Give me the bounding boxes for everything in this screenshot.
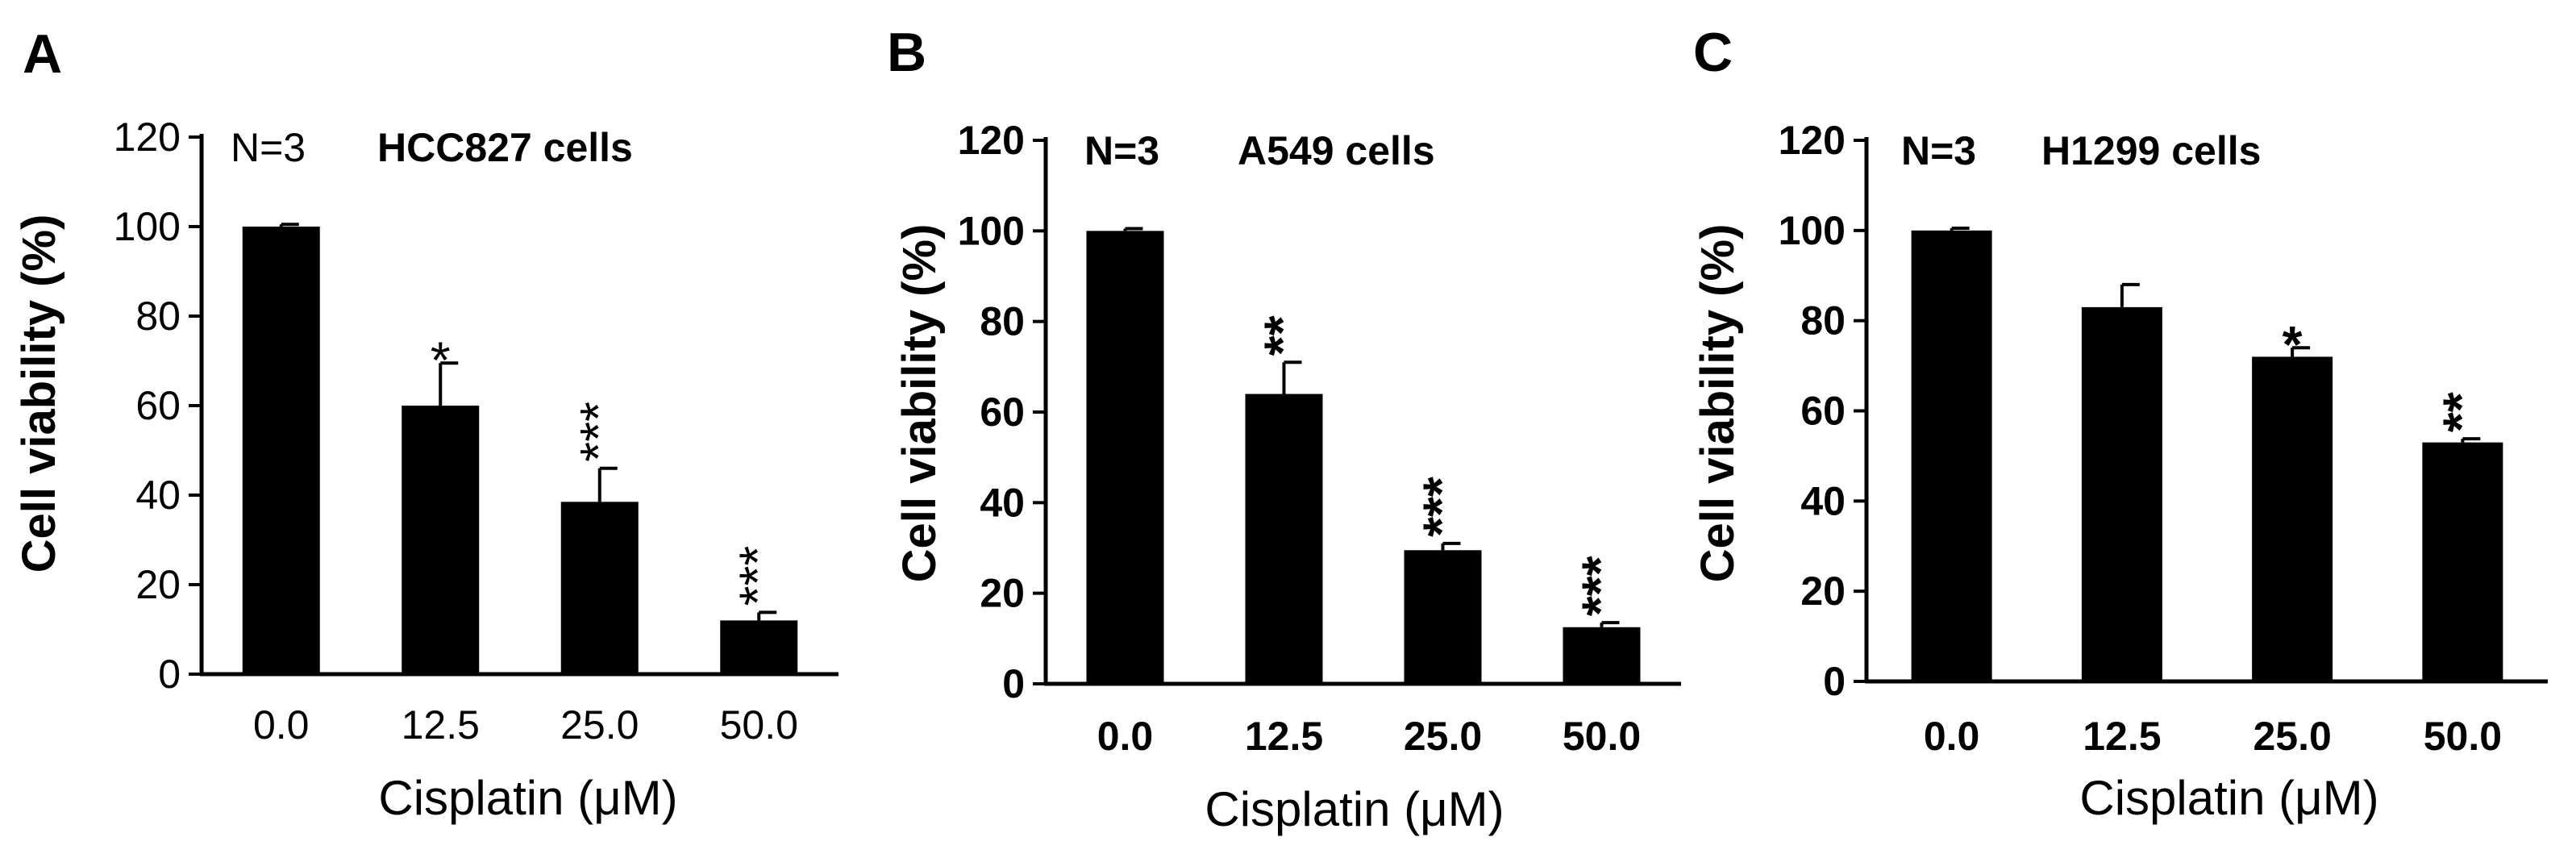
significance-label: * — [2283, 315, 2303, 373]
x-axis-label: Cisplatin (μM) — [1205, 782, 1504, 836]
y-axis-label: Cell viability (%) — [1692, 224, 1744, 583]
x-tick-label: 25.0 — [560, 702, 639, 748]
panel-letter: C — [1693, 22, 1733, 83]
x-tick-label: 12.5 — [402, 702, 480, 748]
bar — [560, 502, 639, 674]
y-tick-label: 120 — [114, 115, 181, 160]
x-tick-label: 12.5 — [1245, 714, 1323, 759]
n-annotation: N=3 — [1901, 128, 1976, 173]
y-tick-label: 100 — [114, 204, 181, 249]
y-tick-label: 60 — [980, 389, 1025, 435]
y-tick-label: 0 — [1823, 659, 1846, 704]
bar — [1911, 230, 1992, 681]
y-tick-label: 60 — [135, 383, 181, 428]
significance-label: *** — [1571, 556, 1629, 616]
y-tick-label: 40 — [1800, 478, 1846, 523]
y-tick-label: 80 — [135, 294, 181, 339]
y-tick-label: 60 — [1800, 389, 1846, 434]
y-tick-label: 20 — [135, 562, 181, 607]
y-tick-label: 40 — [980, 480, 1025, 525]
bar — [1404, 550, 1482, 684]
panel-letter: A — [23, 23, 62, 85]
y-tick-label: 0 — [1002, 661, 1025, 706]
panel-letter: B — [887, 22, 926, 83]
x-tick-label: 0.0 — [253, 702, 310, 748]
y-tick-label: 20 — [1800, 569, 1846, 614]
x-tick-label: 50.0 — [720, 702, 798, 748]
y-tick-label: 0 — [158, 652, 181, 697]
bar — [242, 227, 320, 674]
x-tick-label: 50.0 — [1563, 714, 1641, 759]
y-axis-label: Cell viability (%) — [893, 224, 946, 583]
x-tick-label: 0.0 — [1924, 714, 1980, 759]
bar — [1086, 231, 1164, 684]
n-annotation: N=3 — [231, 125, 306, 170]
bar — [2422, 442, 2503, 681]
y-tick-label: 80 — [1800, 298, 1846, 344]
significance-label: ** — [1254, 315, 1312, 356]
chart-title: H1299 cells — [2041, 128, 2261, 173]
x-tick-label: 25.0 — [1404, 714, 1482, 759]
y-tick-label: 40 — [135, 473, 181, 518]
x-tick-label: 50.0 — [2424, 714, 2502, 759]
chart-title: A549 cells — [1238, 128, 1435, 173]
significance-label: *** — [569, 402, 627, 462]
significance-label: ** — [2432, 392, 2490, 432]
bar — [2081, 306, 2162, 681]
significance-label: *** — [1413, 477, 1471, 537]
bar — [402, 406, 480, 674]
bar — [720, 620, 798, 674]
x-axis-label: Cisplatin (μM) — [2079, 771, 2378, 825]
y-tick-label: 100 — [1779, 208, 1846, 253]
x-axis-label: Cisplatin (μM) — [378, 771, 677, 825]
y-tick-label: 120 — [1779, 118, 1846, 163]
y-tick-label: 80 — [980, 299, 1025, 344]
chart-title: HCC827 cells — [377, 125, 633, 170]
x-tick-label: 25.0 — [2253, 714, 2331, 759]
y-axis-label: Cell viability (%) — [13, 214, 65, 573]
bar — [1563, 627, 1641, 684]
n-annotation: N=3 — [1084, 128, 1159, 173]
x-tick-label: 12.5 — [2083, 714, 2161, 759]
bar — [2252, 356, 2333, 681]
y-tick-label: 100 — [958, 208, 1025, 253]
y-tick-label: 120 — [958, 118, 1025, 163]
significance-label: *** — [728, 546, 786, 606]
x-tick-label: 0.0 — [1097, 714, 1154, 759]
bar — [1245, 394, 1323, 684]
y-tick-label: 20 — [980, 571, 1025, 616]
significance-label: * — [431, 331, 451, 389]
